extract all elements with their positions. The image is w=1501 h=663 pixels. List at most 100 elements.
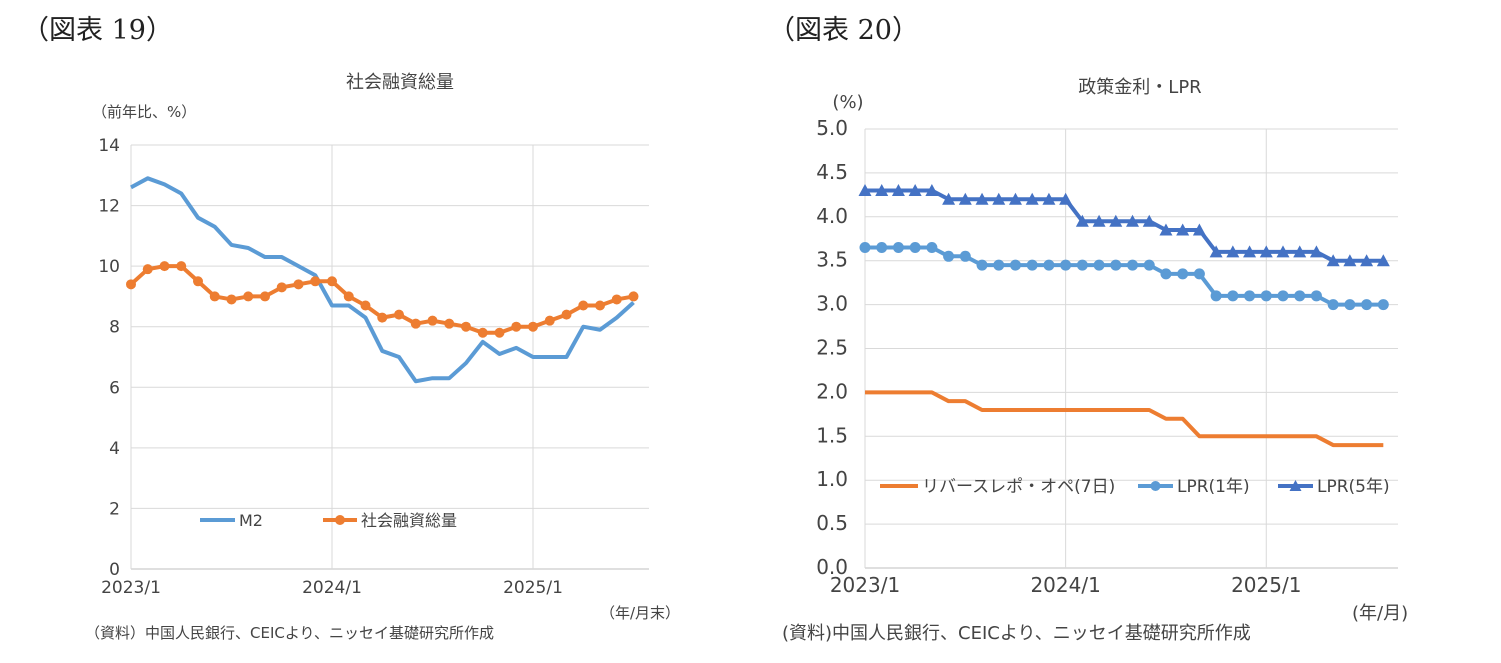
- data-point: [958, 192, 972, 205]
- y-axis-unit: （前年比、%）: [92, 103, 196, 121]
- data-point: [1193, 268, 1205, 280]
- data-point: [859, 242, 871, 254]
- legend-label: リバースレポ・オペ(7日): [922, 477, 1115, 497]
- y-axis-unit: (%): [832, 92, 863, 113]
- data-point: [1276, 245, 1290, 258]
- data-point: [1309, 245, 1323, 258]
- data-point: [126, 279, 136, 290]
- legend-label: LPR(5年): [1317, 477, 1390, 497]
- data-point: [943, 250, 955, 262]
- series-line-2: [865, 188, 1384, 263]
- data-point: [1059, 192, 1073, 205]
- data-point: [394, 309, 404, 320]
- data-point: [891, 183, 905, 196]
- data-point: [975, 192, 989, 205]
- data-point: [1043, 259, 1055, 271]
- y-tick-label: 8: [109, 318, 120, 338]
- data-point: [993, 259, 1005, 271]
- y-tick-label: 4.0: [816, 204, 848, 228]
- data-point: [193, 276, 203, 287]
- data-point: [595, 300, 605, 311]
- y-tick-label: 4.5: [816, 160, 848, 184]
- figure-label-19: （図表 19）: [22, 15, 173, 46]
- data-point: [1226, 245, 1240, 258]
- data-point: [142, 264, 153, 275]
- x-tick-label: 2024/1: [1030, 573, 1100, 597]
- x-tick-label: 2025/1: [1231, 573, 1301, 597]
- data-point: [1143, 259, 1155, 271]
- data-point: [1343, 254, 1357, 267]
- y-tick-label: 14: [98, 136, 120, 156]
- data-point: [1150, 481, 1161, 491]
- data-point: [1092, 214, 1106, 227]
- data-point: [1310, 290, 1322, 302]
- data-point: [611, 294, 622, 305]
- data-point: [1376, 254, 1390, 267]
- legend-label: LPR(1年): [1177, 477, 1250, 497]
- y-tick-label: 2: [109, 499, 120, 519]
- data-point: [377, 312, 388, 323]
- data-point: [876, 242, 888, 254]
- data-point: [942, 192, 956, 205]
- data-point: [1009, 259, 1021, 271]
- y-tick-label: 6: [109, 378, 120, 398]
- data-point: [1110, 259, 1122, 271]
- data-point: [1076, 259, 1088, 271]
- y-tick-label: 0.0: [816, 555, 848, 579]
- data-point: [1177, 268, 1189, 280]
- data-point: [1126, 214, 1140, 227]
- data-point: [909, 242, 921, 254]
- source-note: （資料）中国人民銀行、CEICより、ニッセイ基礎研究所作成: [85, 624, 494, 642]
- data-point: [1243, 245, 1257, 258]
- x-axis-unit: （年/月末）: [600, 604, 680, 622]
- data-point: [310, 276, 321, 287]
- series-line-0: [865, 390, 1384, 448]
- chart-title: 社会融資総量: [346, 72, 454, 93]
- data-point: [1176, 223, 1190, 236]
- data-point: [875, 183, 889, 196]
- data-point: [159, 261, 170, 272]
- data-point: [1159, 223, 1173, 236]
- data-point: [335, 515, 345, 525]
- data-point: [477, 327, 488, 338]
- x-tick-label: 2023/1: [830, 573, 900, 597]
- x-axis-unit: (年/月): [1352, 603, 1408, 624]
- data-point: [494, 327, 505, 338]
- data-point: [1361, 299, 1373, 311]
- data-point: [410, 318, 421, 329]
- series-line-1: [865, 245, 1384, 307]
- data-point: [578, 300, 589, 311]
- y-tick-label: 10: [98, 257, 120, 277]
- data-point: [343, 291, 354, 302]
- data-point: [544, 315, 555, 326]
- data-point: [1127, 259, 1139, 271]
- data-point: [1042, 192, 1056, 205]
- data-point: [1075, 214, 1089, 227]
- y-tick-label: 3.0: [816, 292, 848, 316]
- data-point: [1327, 299, 1339, 311]
- chart-title: 政策金利・LPR: [1078, 77, 1201, 98]
- data-point: [925, 183, 939, 196]
- y-tick-label: 3.5: [816, 248, 848, 272]
- data-point: [992, 192, 1006, 205]
- data-point: [1210, 290, 1222, 302]
- data-point: [427, 315, 438, 326]
- data-point: [528, 321, 538, 332]
- data-point: [1109, 214, 1123, 227]
- y-tick-label: 12: [98, 197, 120, 217]
- data-point: [1244, 290, 1256, 302]
- data-point: [908, 183, 922, 196]
- series-line-0: [130, 176, 635, 384]
- data-point: [1025, 192, 1039, 205]
- data-point: [1060, 259, 1072, 271]
- data-point: [1259, 245, 1273, 258]
- data-point: [1160, 268, 1172, 280]
- y-tick-label: 2.0: [816, 379, 848, 403]
- data-point: [1377, 299, 1389, 311]
- data-point: [1326, 254, 1340, 267]
- source-note: (資料)中国人民銀行、CEICより、ニッセイ基礎研究所作成: [782, 623, 1251, 644]
- data-point: [1142, 214, 1156, 227]
- data-point: [511, 321, 522, 332]
- y-tick-label: 2.5: [816, 336, 848, 360]
